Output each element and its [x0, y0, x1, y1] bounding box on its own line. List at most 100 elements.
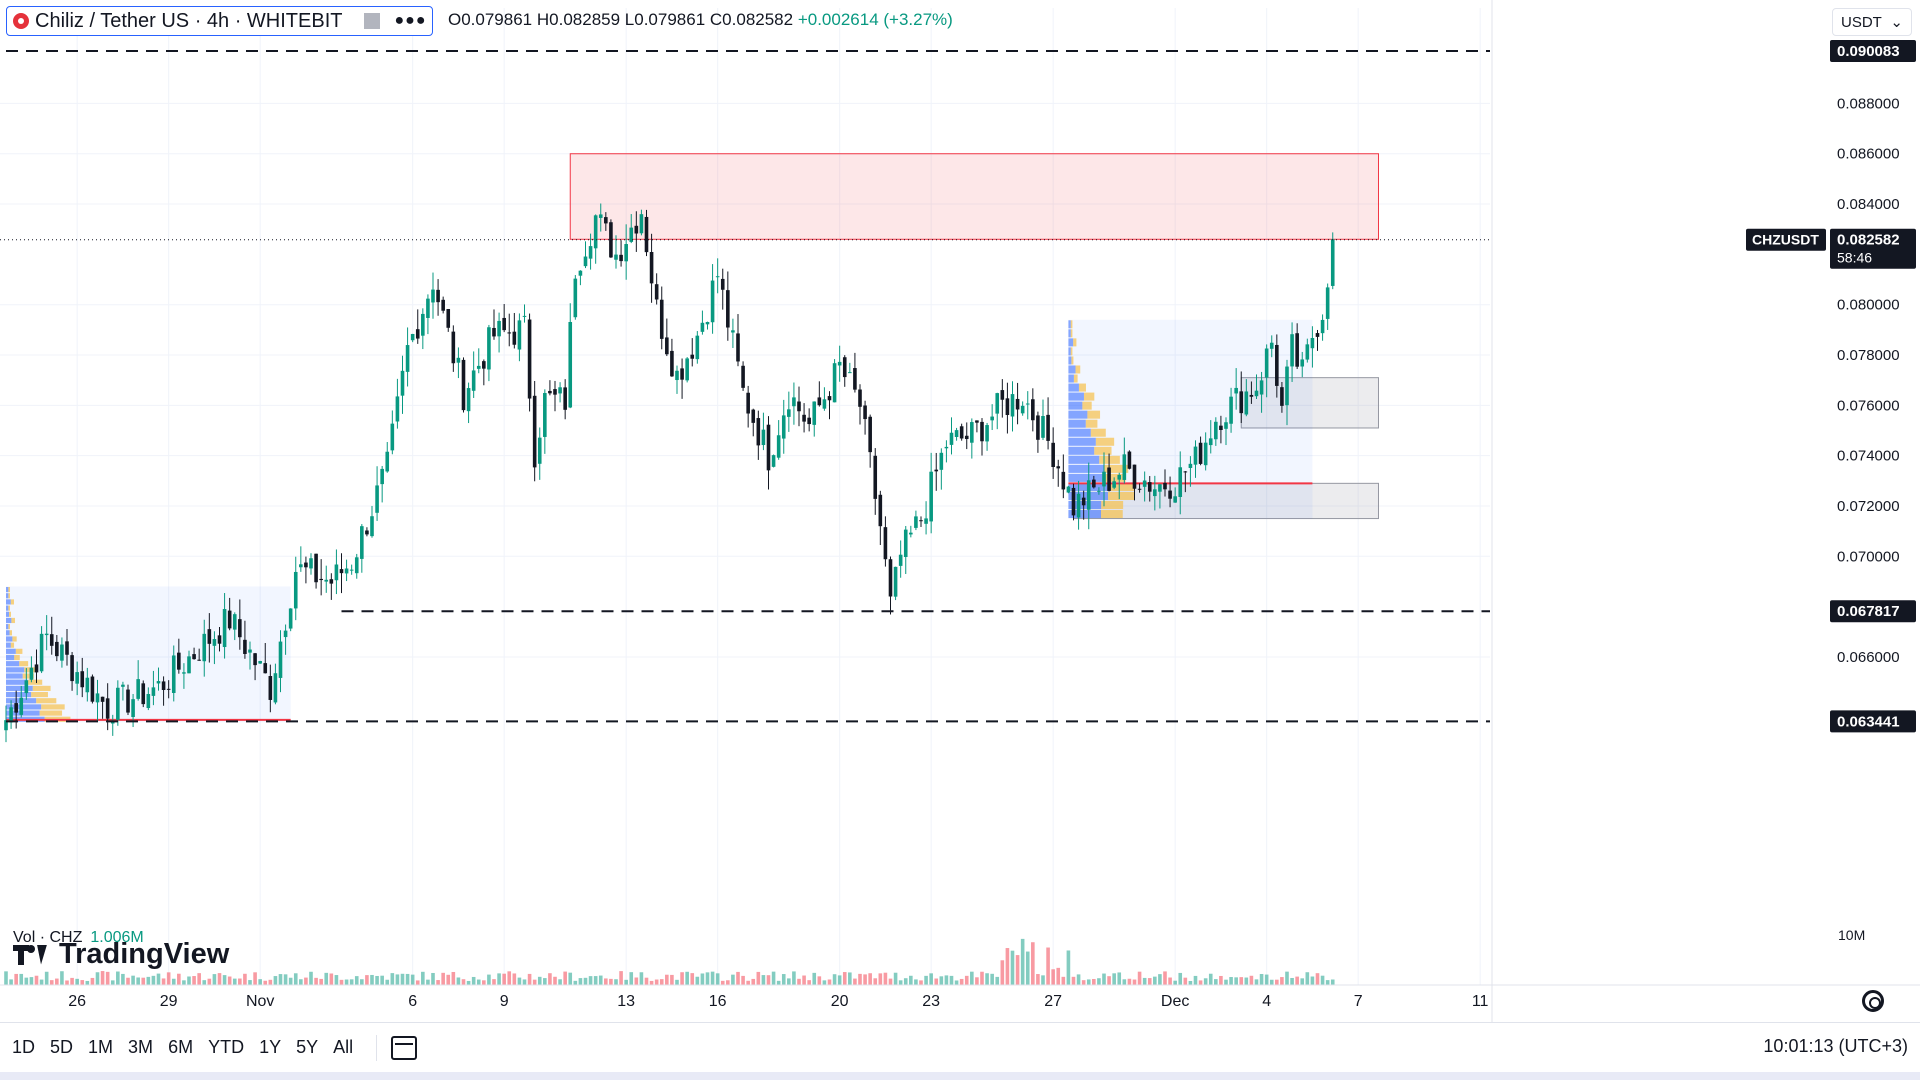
- range-ytd[interactable]: YTD: [208, 1037, 245, 1057]
- volume-bar: [1107, 976, 1111, 985]
- flag-icon[interactable]: [364, 13, 381, 29]
- candle-body: [1142, 480, 1147, 487]
- volume-bar: [604, 978, 608, 985]
- volume-bar: [1086, 979, 1091, 985]
- last-price-badge-text: 0.082582: [1837, 232, 1900, 249]
- candle-body: [360, 526, 364, 559]
- volume-bar: [1031, 942, 1035, 985]
- volume-bar: [1158, 974, 1162, 985]
- volume-bar: [263, 980, 268, 985]
- volume-bar: [202, 980, 207, 985]
- candle-body: [380, 468, 384, 485]
- volume-bar: [426, 979, 430, 985]
- more-options-icon[interactable]: ●●●: [394, 12, 427, 29]
- candle-body: [90, 676, 95, 702]
- volume-bar: [1015, 955, 1020, 985]
- candle-body: [65, 641, 69, 655]
- time-axis-tick-label: 9: [500, 993, 509, 1010]
- time-axis-tick-label: 7: [1354, 993, 1363, 1010]
- volume-bar: [314, 977, 318, 985]
- volume-bar: [888, 978, 893, 985]
- candle-body: [624, 244, 628, 262]
- volume-profile-bar: [1068, 365, 1076, 374]
- go-to-date-calendar-icon[interactable]: [391, 1035, 418, 1060]
- volume-bar: [334, 975, 339, 985]
- range-5d[interactable]: 5D: [50, 1037, 74, 1057]
- price-level-badge-text: 0.067817: [1837, 603, 1900, 620]
- candle-body: [151, 687, 156, 696]
- candle-body: [461, 359, 466, 411]
- volume-profile-bar: [1068, 347, 1071, 356]
- candle-body: [543, 393, 547, 437]
- volume-bar: [1229, 977, 1233, 985]
- volume-bar: [746, 980, 750, 985]
- candle-body: [446, 309, 451, 328]
- candle-body: [944, 446, 949, 449]
- volume-profile-bar: [1082, 401, 1092, 410]
- volume-bar: [339, 979, 344, 985]
- volume-bar: [675, 979, 679, 985]
- volume-bar: [842, 972, 847, 985]
- candle-body: [1214, 421, 1218, 440]
- candle-body: [156, 681, 161, 684]
- symbol-header[interactable]: Chiliz / Tether US · 4h · WHITEBIT ●●●: [6, 6, 434, 36]
- volume-bar: [878, 973, 883, 985]
- volume-bar: [1310, 976, 1315, 985]
- range-3m[interactable]: 3M: [128, 1037, 154, 1057]
- range-1m[interactable]: 1M: [88, 1037, 114, 1057]
- last-price-badge: [1830, 228, 1916, 269]
- candle-body: [522, 315, 527, 317]
- candle-body: [1285, 366, 1289, 406]
- range-6m[interactable]: 6M: [168, 1037, 194, 1057]
- clock[interactable]: 10:01:13 (UTC+3): [1763, 1036, 1908, 1056]
- volume-bar: [619, 971, 623, 985]
- volume-bar: [771, 971, 776, 985]
- candle-body: [75, 672, 79, 684]
- candle-body: [665, 337, 669, 355]
- currency-selector[interactable]: USDT ⌄: [1832, 8, 1912, 36]
- candle-body: [85, 677, 90, 693]
- volume-profile-bar: [8, 605, 10, 611]
- range-all[interactable]: All: [333, 1037, 354, 1057]
- volume-bar: [522, 979, 527, 985]
- volume-bar: [456, 977, 461, 985]
- candle-body: [14, 703, 18, 713]
- range-1y[interactable]: 1Y: [259, 1037, 282, 1057]
- volume-bar: [70, 977, 74, 985]
- volume-bar: [644, 977, 649, 985]
- volume-bar: [837, 975, 842, 985]
- candle-body: [766, 424, 771, 471]
- time-axis-tick-label: 26: [68, 993, 86, 1010]
- volume-bar: [1239, 977, 1244, 985]
- symbol-title[interactable]: Chiliz / Tether US · 4h · WHITEBIT: [35, 9, 343, 32]
- volume-bar: [141, 977, 146, 985]
- tradingview-logo[interactable]: TradingView: [13, 938, 229, 971]
- candle-body: [222, 609, 227, 648]
- ohlc-readout: O0.079861 H0.082859 L0.079861 C0.082582 …: [448, 10, 953, 30]
- candle-body: [563, 387, 567, 410]
- volume-bar: [685, 971, 689, 985]
- volume-bar: [690, 973, 695, 985]
- candle-body: [1020, 405, 1025, 414]
- volume-bar: [177, 973, 181, 985]
- footer-strip: [0, 1072, 1920, 1080]
- settings-gear-icon[interactable]: [1862, 990, 1884, 1012]
- candle-body: [319, 578, 323, 581]
- volume-bar: [390, 973, 395, 985]
- range-5y[interactable]: 5Y: [296, 1037, 319, 1057]
- volume-bar: [370, 974, 374, 985]
- candle-body: [161, 681, 166, 690]
- resistance-zone: [569, 153, 1379, 240]
- candle-body: [4, 720, 8, 731]
- volume-bar: [222, 975, 227, 985]
- candle-body: [1132, 464, 1137, 489]
- volume-bar: [441, 972, 445, 985]
- candle-body: [792, 397, 796, 407]
- range-1d[interactable]: 1D: [12, 1037, 36, 1057]
- volume-profile-bar: [12, 636, 17, 642]
- candle-body: [1315, 333, 1320, 337]
- volume-profile-bar: [15, 648, 23, 654]
- volume-bar: [568, 972, 573, 985]
- volume-bar: [24, 977, 29, 985]
